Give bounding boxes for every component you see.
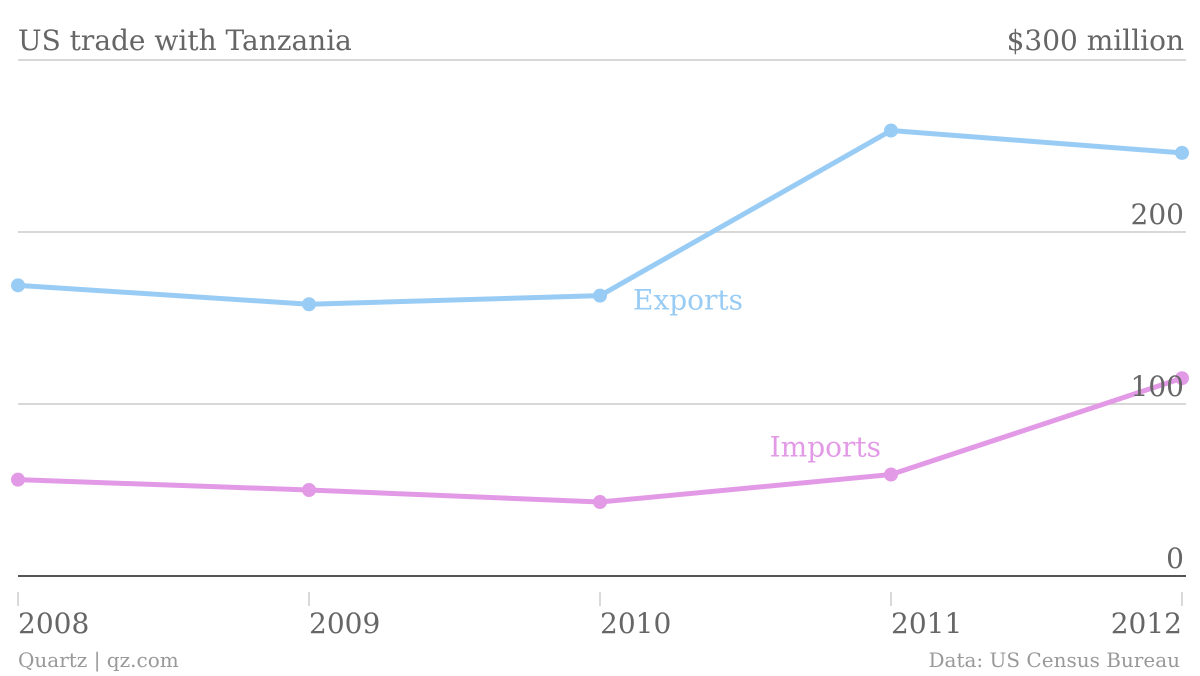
- y-tick-label-100: 100: [1131, 370, 1184, 403]
- footer-source: Quartz | qz.com: [18, 648, 179, 673]
- data-point-imports-2012: [1175, 371, 1189, 386]
- data-point-exports-2009: [302, 297, 316, 312]
- data-point-exports-2012: [1175, 145, 1189, 160]
- y-tick-label-200: 200: [1131, 198, 1184, 231]
- footer-credit: Data: US Census Bureau: [929, 648, 1181, 672]
- y-tick-label-0: 0: [1166, 542, 1184, 575]
- series-line-exports: [15, 128, 1185, 307]
- chart-title: US trade with Tanzania: [18, 24, 352, 57]
- data-point-exports-2010: [593, 288, 607, 303]
- series-layer: [11, 123, 1189, 510]
- data-point-imports-2008: [11, 472, 25, 487]
- data-point-imports-2009: [302, 483, 316, 497]
- x-tick-label-2011: 2011: [891, 607, 962, 640]
- unit-label: $300 million: [1007, 24, 1184, 57]
- x-tick-label-2009: 2009: [309, 607, 380, 640]
- x-tick-label-2012: 2012: [1111, 607, 1182, 640]
- x-tick-label-2010: 2010: [600, 607, 671, 640]
- x-tick-label-2008: 2008: [18, 607, 89, 640]
- grid-lines: [17, 59, 1186, 606]
- data-point-exports-2008: [11, 278, 25, 293]
- series-label-exports: Exports: [633, 284, 743, 317]
- data-point-exports-2011: [884, 123, 898, 138]
- data-point-imports-2011: [884, 467, 898, 482]
- data-point-imports-2010: [593, 495, 607, 510]
- labels-layer: 2008 2009 2010 2011 2012 0 100 200 Exports Import…: [18, 198, 1184, 640]
- series-label-imports: Imports: [770, 431, 881, 464]
- series-line-imports: [15, 375, 1185, 505]
